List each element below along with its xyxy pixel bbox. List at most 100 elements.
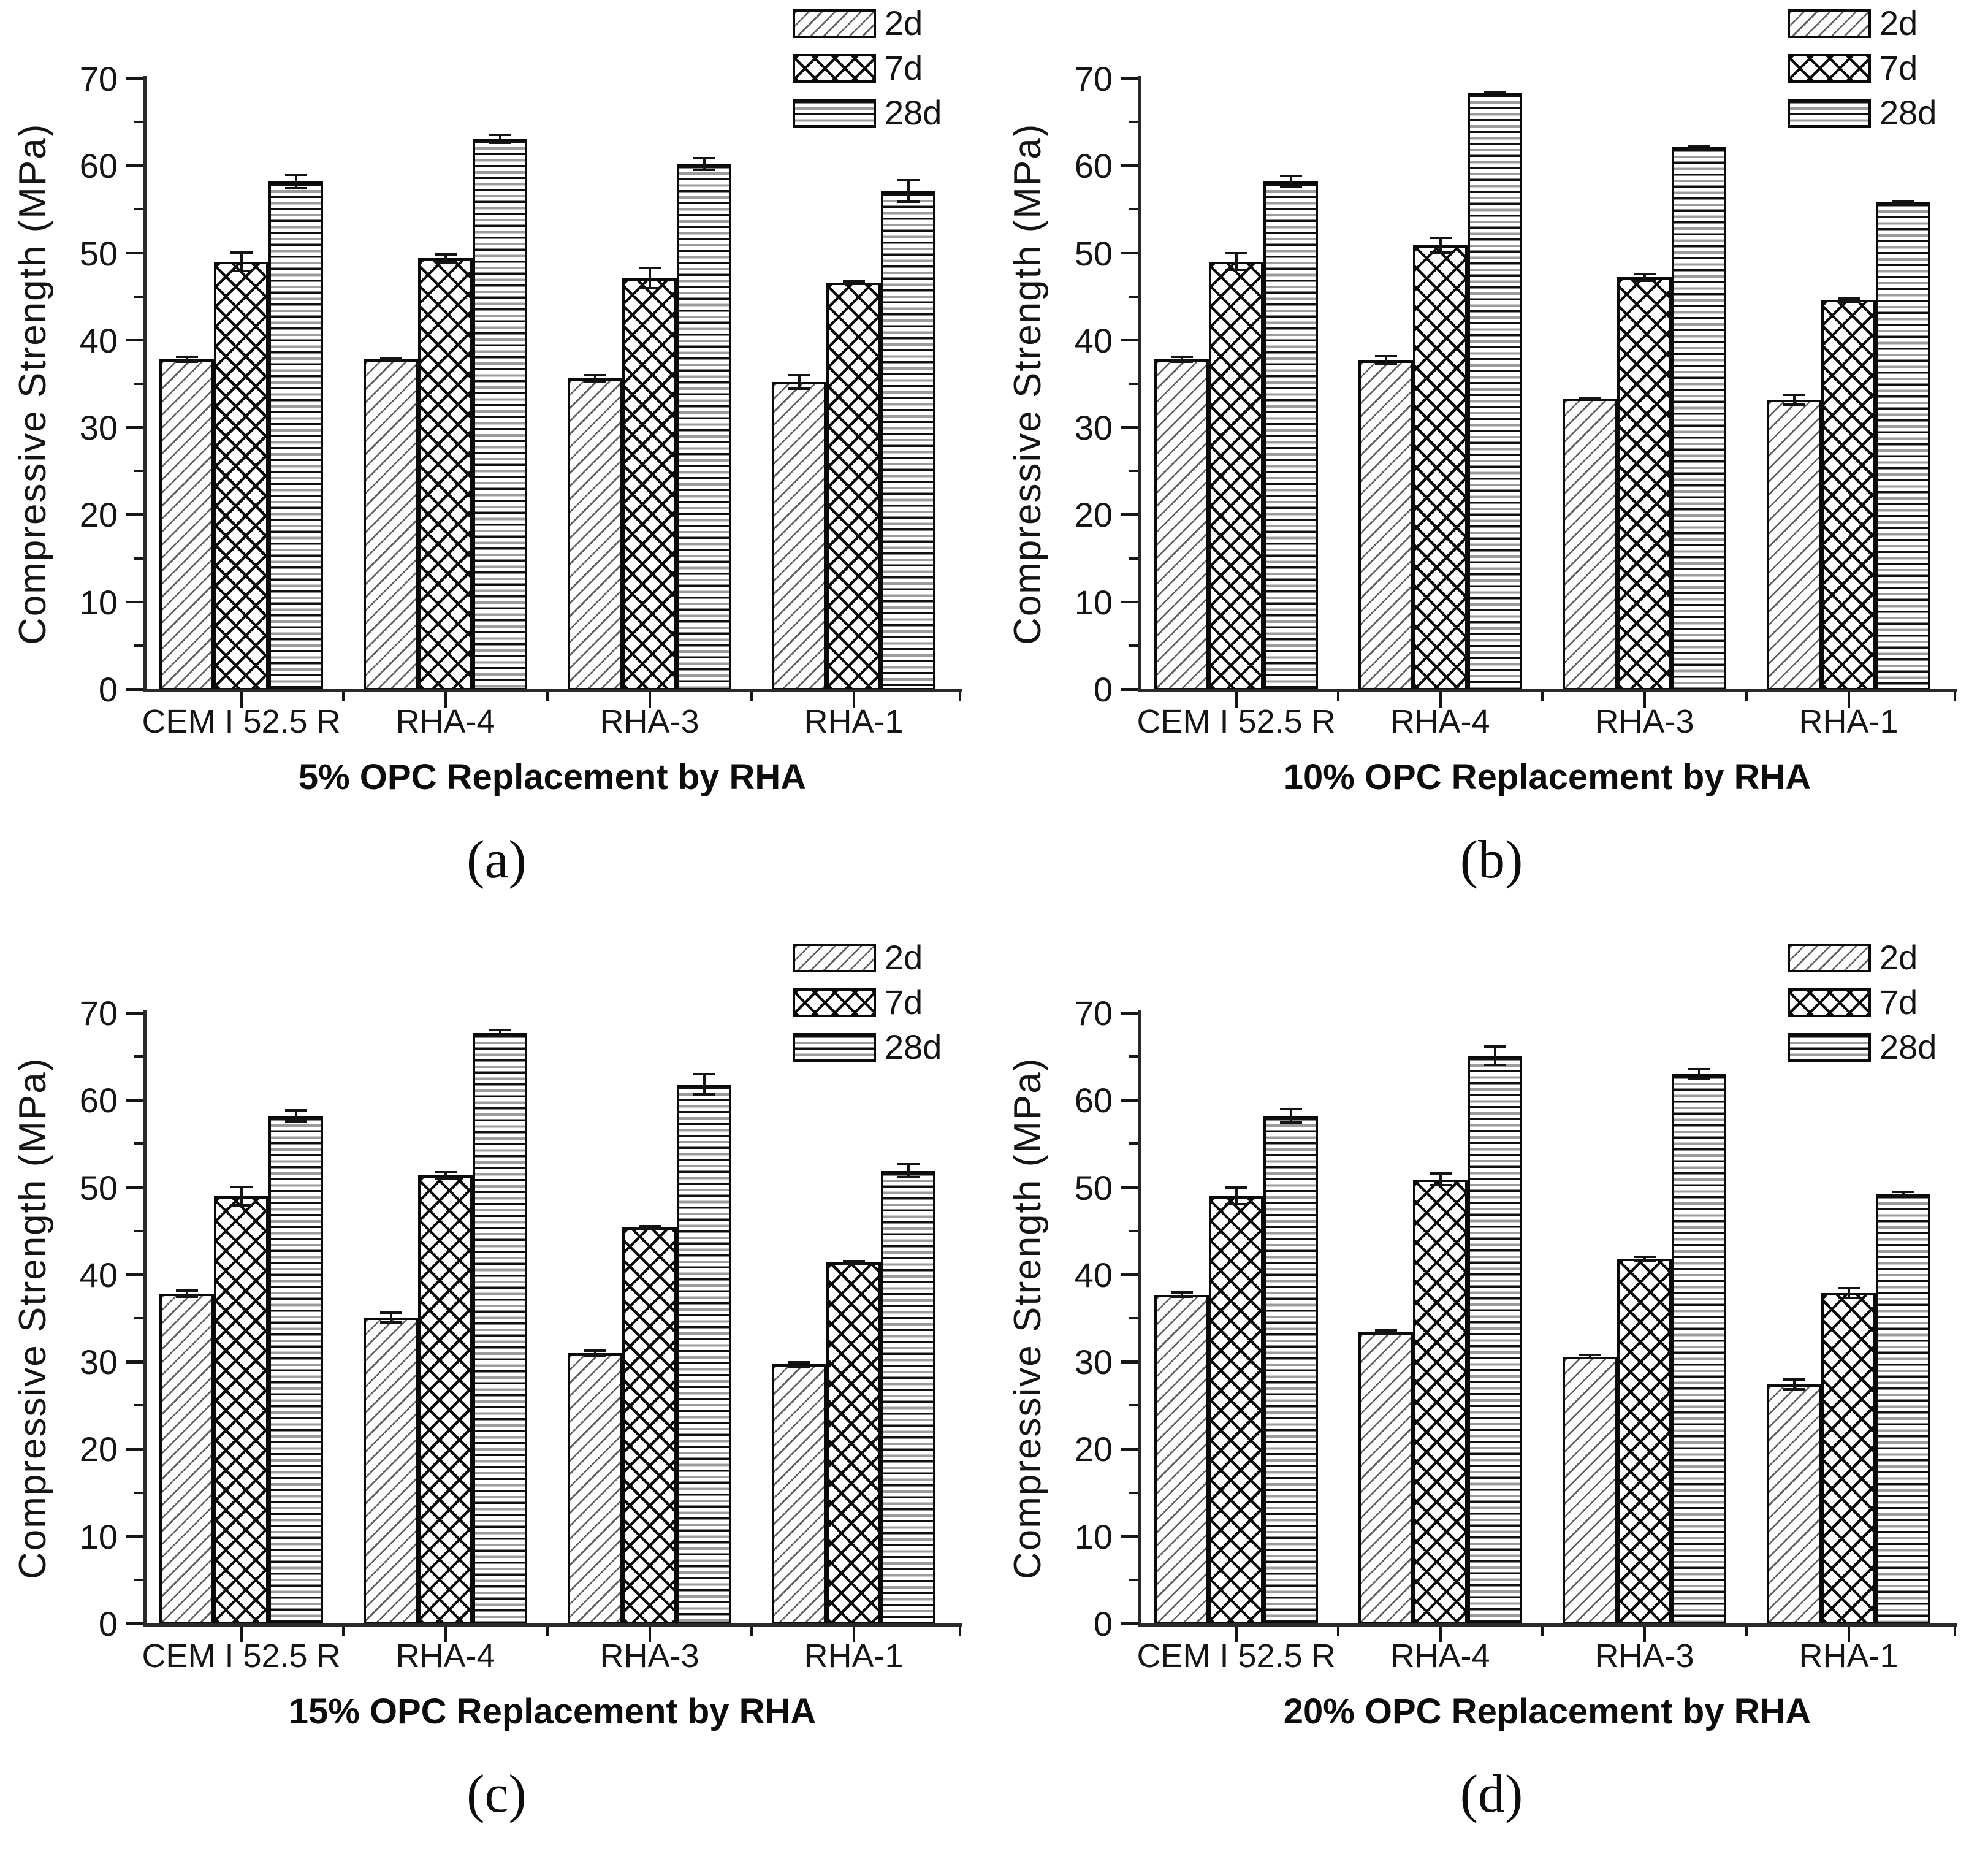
error-bar — [1483, 1045, 1506, 1066]
legend-swatch-7d-icon — [1788, 988, 1871, 1017]
error-line — [240, 251, 243, 272]
y-tick-label: 40 — [1074, 1255, 1113, 1294]
error-bar — [788, 374, 810, 390]
bar-28d-RHA-3 — [1672, 147, 1726, 690]
legend-swatch-2d-icon — [1788, 9, 1871, 38]
x-category-label: RHA-3 — [600, 1638, 699, 1674]
y-tick — [126, 600, 145, 604]
y-tick-label: 50 — [1074, 234, 1113, 273]
error-bar — [284, 174, 307, 189]
y-minor-tick — [134, 1491, 145, 1494]
bar-2d-RHA-1 — [772, 1364, 826, 1625]
error-line — [444, 253, 447, 264]
y-tick — [126, 1622, 145, 1625]
legend-label-28d: 28d — [885, 93, 942, 132]
panel-caption: (d) — [1460, 1764, 1523, 1824]
y-minor-tick — [1129, 470, 1140, 473]
bar-28d-CEM I 52.5 R — [1263, 1115, 1318, 1625]
error-cap-bottom — [1225, 269, 1247, 272]
y-minor-tick — [1129, 208, 1140, 211]
y-tick — [1121, 1360, 1140, 1364]
error-bar — [1892, 199, 1914, 204]
error-cap-bottom — [284, 1120, 307, 1123]
bar-2d-CEM I 52.5 R — [159, 359, 214, 690]
error-cap-bottom — [693, 168, 715, 171]
y-minor-tick — [1129, 1229, 1140, 1232]
error-cap-bottom — [489, 141, 511, 144]
error-cap-bottom — [638, 287, 661, 290]
legend-swatch-7d-icon — [793, 53, 876, 83]
legend-swatch-2d-icon — [793, 9, 876, 38]
y-minor-tick — [1129, 1055, 1140, 1058]
error-cap-bottom — [1579, 398, 1601, 401]
y-minor-tick — [134, 1229, 145, 1232]
y-axis — [143, 1010, 147, 1627]
legend-label-2d: 2d — [1879, 4, 1918, 42]
error-cap-bottom — [1688, 1077, 1710, 1080]
y-tick — [126, 1448, 145, 1451]
y-tick-label: 70 — [79, 59, 118, 98]
error-line — [593, 374, 596, 383]
error-cap-bottom — [842, 1262, 865, 1265]
bar-2d-RHA-1 — [1767, 1384, 1821, 1625]
error-line — [1697, 145, 1700, 150]
error-line — [389, 1311, 392, 1324]
y-minor-tick — [134, 644, 145, 647]
error-line — [294, 174, 297, 189]
error-cap-bottom — [175, 1295, 198, 1299]
error-line — [240, 1185, 243, 1207]
y-tick — [126, 1273, 145, 1276]
y-minor-tick — [1129, 121, 1140, 124]
error-cap-bottom — [1374, 1332, 1397, 1335]
x-tick — [1235, 692, 1238, 708]
legend-swatch-7d-icon — [1788, 53, 1871, 83]
error-bar — [1374, 355, 1397, 366]
error-bar — [842, 280, 865, 286]
legend-row: 2d — [793, 6, 942, 40]
y-tick-label: 60 — [79, 147, 118, 186]
legend-row: 7d — [793, 985, 942, 1020]
y-minor-tick — [134, 1578, 145, 1581]
x-category-label: RHA-4 — [395, 1638, 495, 1674]
y-tick — [126, 164, 145, 167]
error-bar — [788, 1360, 810, 1368]
error-cap-bottom — [1429, 251, 1452, 254]
x-category-label: RHA-3 — [1594, 1638, 1694, 1674]
bar-28d-RHA-4 — [473, 139, 527, 690]
error-bar — [1837, 297, 1860, 303]
x-tick — [240, 1627, 243, 1642]
legend: 2d 7d 28d — [1788, 940, 1937, 1075]
legend: 2d 7d 28d — [793, 940, 942, 1075]
error-cap-bottom — [638, 1227, 661, 1230]
error-bar — [434, 1170, 457, 1180]
y-tick-label: 70 — [1074, 994, 1113, 1032]
error-bar — [1579, 1354, 1601, 1359]
y-tick — [126, 1099, 145, 1102]
y-minor-tick — [1129, 1491, 1140, 1494]
x-category-label: CEM I 52.5 R — [142, 1638, 341, 1674]
bar-7d-RHA-1 — [826, 1262, 881, 1625]
y-minor-tick — [134, 295, 145, 298]
bar-28d-RHA-3 — [677, 1084, 731, 1625]
y-tick-label: 0 — [98, 1604, 118, 1643]
legend-row: 28d — [1788, 1030, 1937, 1064]
chart-title: 10% OPC Replacement by RHA — [1283, 757, 1811, 797]
error-bar — [1783, 393, 1805, 406]
x-category-label: RHA-4 — [395, 703, 495, 740]
legend-row: 28d — [1788, 96, 1937, 130]
y-tick — [126, 1186, 145, 1189]
y-axis — [1138, 76, 1141, 692]
y-tick-label: 30 — [1074, 1343, 1113, 1382]
bar-7d-RHA-1 — [1821, 1292, 1876, 1625]
bar-2d-RHA-1 — [772, 382, 826, 690]
y-minor-tick — [1129, 644, 1140, 647]
bar-2d-RHA-3 — [1563, 1356, 1617, 1625]
y-tick — [1121, 1186, 1140, 1189]
error-line — [852, 1259, 855, 1265]
error-line — [1384, 355, 1387, 366]
bar-7d-RHA-3 — [1617, 277, 1672, 690]
legend-label-2d: 2d — [885, 4, 923, 42]
legend-row: 7d — [793, 51, 942, 85]
error-bar — [489, 133, 511, 144]
error-bar — [379, 1311, 402, 1324]
